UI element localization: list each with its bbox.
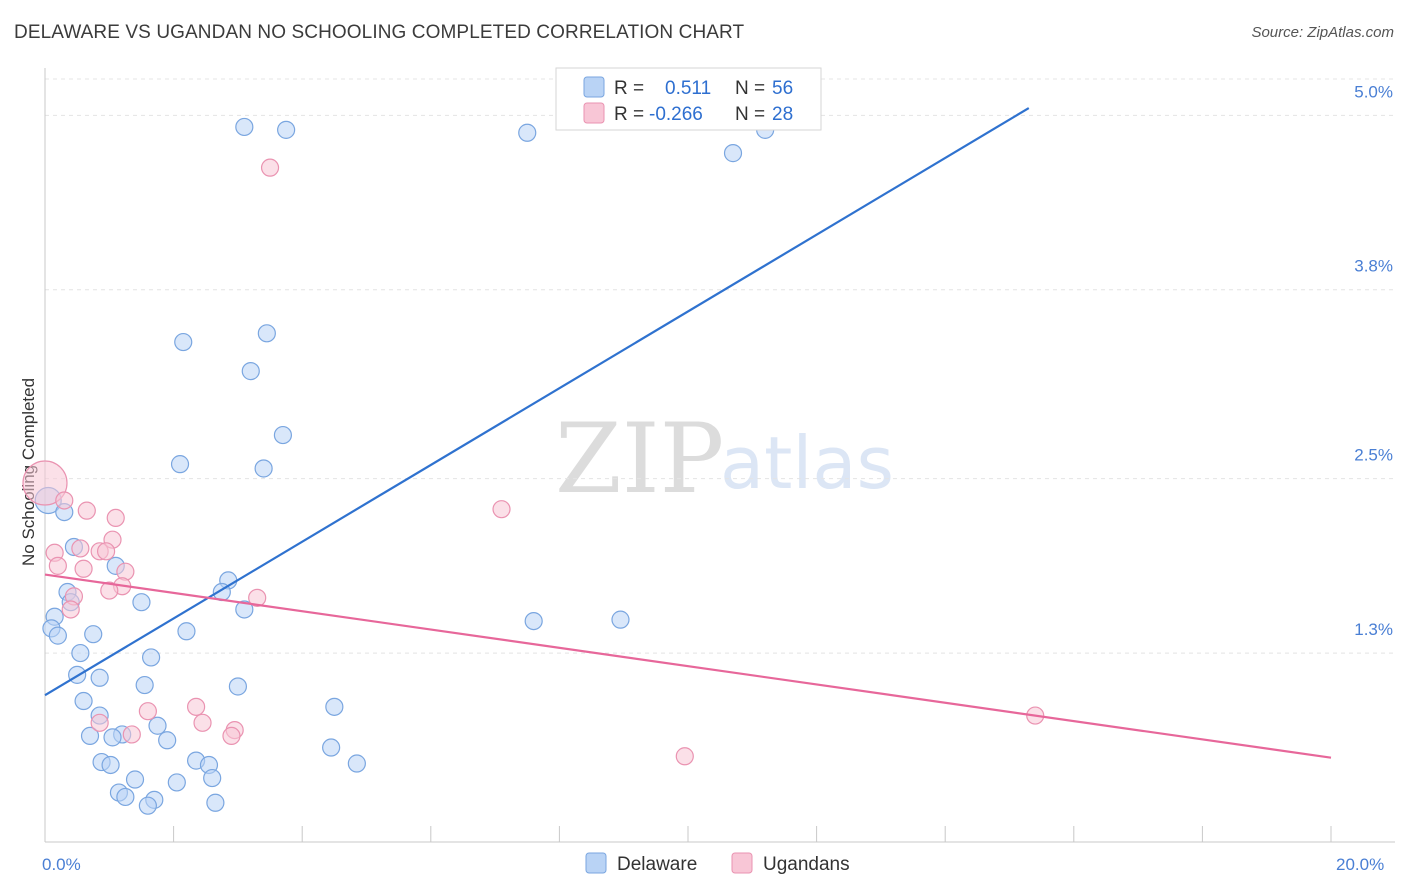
ugandans-point bbox=[138, 702, 157, 721]
delaware-point bbox=[177, 622, 196, 641]
ugandans-point bbox=[106, 508, 125, 528]
delaware-point bbox=[84, 625, 103, 644]
bottom-legend-swatch-delaware bbox=[585, 852, 607, 874]
delaware-point bbox=[74, 691, 93, 711]
ugandans-point bbox=[222, 726, 241, 746]
ugandans-point bbox=[100, 581, 119, 600]
delaware-trend-line bbox=[44, 107, 1030, 697]
delaware-point bbox=[90, 668, 109, 687]
delaware-point bbox=[235, 600, 254, 619]
delaware-point bbox=[170, 455, 190, 474]
correlation-legend: R = 0.511 N = 56 R = -0.266 N = 28 bbox=[555, 67, 822, 131]
legend-n-value-delaware: 56 bbox=[772, 78, 793, 99]
y-tick-label: 5.0% bbox=[1354, 82, 1393, 101]
trend-lines bbox=[44, 107, 1332, 759]
delaware-point bbox=[241, 362, 260, 381]
ugandans-point bbox=[77, 501, 96, 520]
x-tick-label-max: 20.0% bbox=[1336, 855, 1384, 874]
delaware-point bbox=[101, 755, 120, 775]
delaware-point bbox=[235, 117, 254, 137]
ugandans-point bbox=[122, 725, 141, 744]
delaware-point bbox=[138, 796, 157, 815]
series-legend: Delaware Ugandans bbox=[585, 852, 850, 875]
delaware-point bbox=[141, 648, 161, 667]
delaware-point bbox=[135, 675, 154, 695]
delaware-point bbox=[273, 425, 293, 445]
delaware-point bbox=[148, 716, 167, 735]
delaware-point bbox=[518, 123, 537, 142]
source-label: Source: ZipAtlas.com bbox=[1251, 24, 1394, 41]
ugandans-point bbox=[248, 588, 267, 607]
delaware-point bbox=[48, 626, 67, 645]
ugandans-point bbox=[260, 158, 280, 177]
legend-r-value-ugandans: -0.266 bbox=[649, 104, 703, 125]
y-tick-label: 3.8% bbox=[1354, 257, 1393, 276]
chart-title: DELAWARE VS UGANDAN NO SCHOOLING COMPLET… bbox=[14, 22, 745, 43]
delaware-point bbox=[347, 754, 366, 773]
delaware-point bbox=[174, 332, 193, 352]
delaware-point bbox=[125, 770, 145, 789]
ugandans-point bbox=[492, 500, 511, 519]
delaware-point bbox=[71, 643, 90, 663]
ugandans-point bbox=[71, 539, 90, 558]
delaware-point bbox=[158, 731, 177, 750]
legend-n-label-ugandans: N = bbox=[735, 104, 765, 125]
delaware-point bbox=[80, 726, 100, 746]
watermark-zip: ZIP bbox=[555, 403, 724, 515]
y-tick-label: 2.5% bbox=[1354, 446, 1393, 465]
delaware-point bbox=[277, 120, 296, 139]
delaware-point bbox=[257, 324, 276, 343]
legend-r-label-ugandans: R = bbox=[614, 104, 644, 125]
ugandans-point bbox=[55, 491, 74, 510]
x-axis-ticks bbox=[173, 826, 1332, 842]
bottom-legend-label-delaware: Delaware bbox=[617, 854, 697, 875]
legend-n-value-ugandans: 28 bbox=[772, 104, 793, 125]
y-axis-tick-labels: 1.3% 2.5% 3.8% 5.0% bbox=[1354, 82, 1393, 639]
ugandans-point bbox=[74, 559, 93, 578]
ugandans-point bbox=[22, 460, 68, 506]
y-tick-label: 1.3% bbox=[1354, 620, 1393, 639]
delaware-point bbox=[322, 738, 341, 757]
ugandans-point bbox=[48, 556, 67, 575]
ugandans-point bbox=[187, 697, 206, 716]
ugandans-point bbox=[96, 542, 116, 561]
delaware-point bbox=[228, 677, 247, 696]
delaware-point bbox=[132, 593, 151, 612]
delaware-point bbox=[325, 697, 344, 716]
legend-n-label-delaware: N = bbox=[735, 78, 765, 99]
delaware-point bbox=[254, 459, 273, 478]
watermark-atlas: atlas bbox=[720, 421, 894, 505]
ugandans-point bbox=[675, 747, 694, 766]
bottom-legend-label-ugandans: Ugandans bbox=[763, 854, 850, 875]
ugandans-point bbox=[90, 713, 109, 732]
ugandans-point bbox=[193, 713, 212, 732]
delaware-point bbox=[723, 144, 743, 163]
delaware-point bbox=[206, 793, 225, 812]
delaware-point bbox=[203, 768, 222, 788]
legend-swatch-delaware bbox=[583, 76, 605, 98]
x-tick-label-min: 0.0% bbox=[42, 855, 81, 874]
delaware-point bbox=[116, 787, 135, 807]
ugandans-point bbox=[61, 600, 80, 619]
legend-swatch-ugandans bbox=[583, 102, 605, 124]
bottom-legend-swatch-ugandans bbox=[731, 852, 753, 874]
delaware-point bbox=[611, 610, 630, 629]
delaware-point bbox=[103, 728, 122, 747]
ugandans-trend-line bbox=[44, 573, 1332, 759]
legend-r-value-delaware: 0.511 bbox=[665, 78, 711, 99]
delaware-point bbox=[167, 773, 186, 792]
delaware-point bbox=[524, 611, 543, 631]
legend-r-label-delaware: R = bbox=[614, 78, 644, 99]
